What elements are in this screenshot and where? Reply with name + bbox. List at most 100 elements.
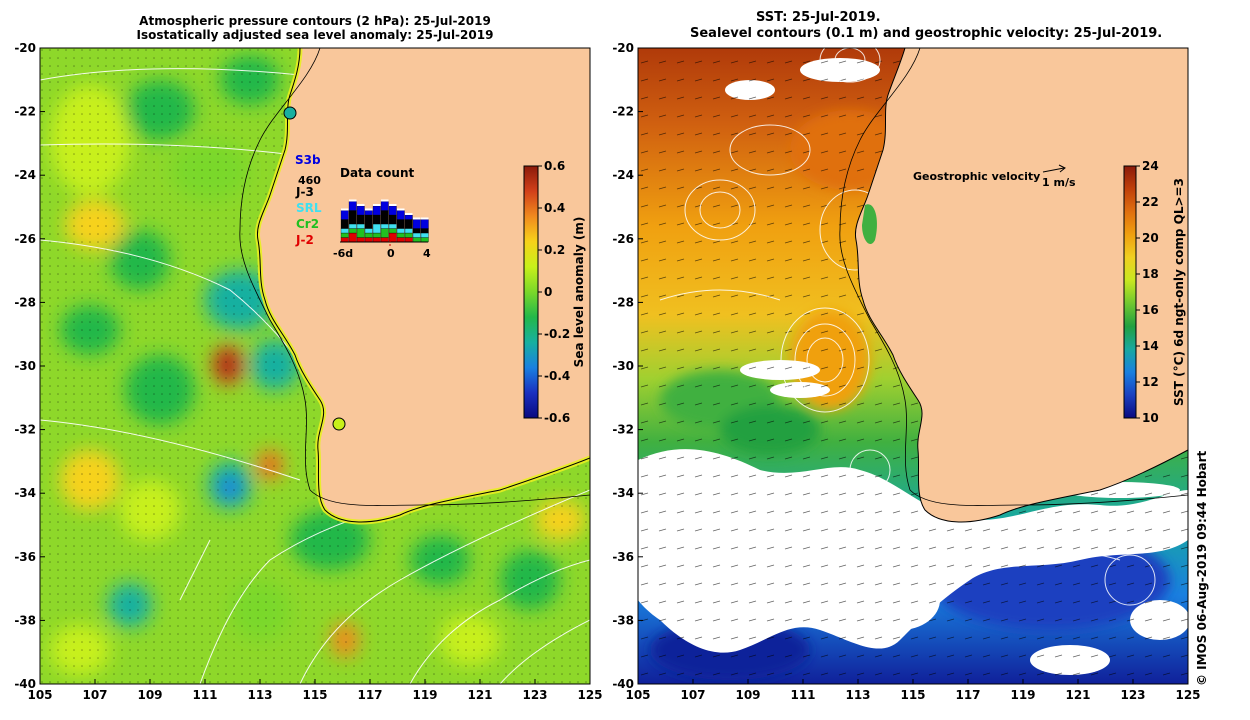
- colorbar-tick-label: 0.2: [544, 243, 565, 257]
- left-map: -20 -22 -24 -26 -28 -30 -32 -34 -36 -38 -40 105 107…: [14, 41, 603, 702]
- data-count-bar-segment: [420, 219, 429, 229]
- data-count-bar-segment: [388, 205, 397, 216]
- y-tick-label: -36: [14, 550, 36, 564]
- data-count-bar-segment: [372, 237, 381, 243]
- data-count-bar-segment: [404, 237, 413, 243]
- colorbar-tick-label: -0.4: [544, 369, 570, 383]
- data-count-bar-segment: [372, 232, 381, 238]
- x-tick-label: 123: [1120, 688, 1145, 702]
- y-tick-label: -22: [14, 105, 36, 119]
- data-count-bar-cap: [397, 208, 405, 211]
- right-title-line1: SST: 25-Jul-2019.: [756, 10, 881, 25]
- data-count-bar-segment: [396, 219, 405, 229]
- data-count-bar-segment: [396, 237, 405, 243]
- data-count-bar-segment: [364, 237, 373, 243]
- mission-label-j2: J-2: [295, 233, 314, 247]
- coastline: [854, 48, 1188, 523]
- data-count-bar-segment: [364, 232, 373, 238]
- data-count-bar-cap: [421, 217, 429, 220]
- data-count-bar-cap: [349, 199, 357, 202]
- y-tick-label: -32: [612, 423, 634, 437]
- sst-colorbar-gradient: [1123, 165, 1137, 419]
- data-count-bar-cap: [389, 204, 397, 206]
- y-tick-label: -32: [14, 423, 36, 437]
- data-count-bar-cap: [341, 208, 349, 211]
- y-tick-label: -28: [14, 295, 36, 309]
- data-count-bar-segment: [380, 223, 389, 229]
- colorbar-tick-label: 0.4: [544, 201, 565, 215]
- colorbar-tick-label: 20: [1142, 231, 1159, 245]
- data-count-bar-segment: [420, 228, 429, 234]
- y-tick-label: -40: [14, 677, 36, 691]
- mission-label-cr2: Cr2: [296, 217, 319, 231]
- mission-label-s3b: S3b: [295, 153, 321, 167]
- data-count-bar-segment: [340, 232, 349, 238]
- x-tick-label: 125: [577, 688, 602, 702]
- mission-label-j3: J-3: [295, 185, 314, 199]
- sealevel-contours: [659, 48, 1156, 606]
- x-tick-label: 123: [522, 688, 547, 702]
- x-tick-label: 113: [845, 688, 870, 702]
- coastline: [256, 48, 590, 523]
- data-count-bar-cap: [413, 217, 421, 220]
- data-count-bar-segment: [396, 232, 405, 238]
- x-tick-label: 113: [247, 688, 272, 702]
- velocity-scale-label: 1 m/s: [1042, 176, 1076, 189]
- data-count-tick: -6d: [333, 247, 353, 260]
- velocity-scale-arrow: [1042, 167, 1065, 173]
- velocity-legend-label: Geostrophic velocity: [913, 170, 1040, 183]
- data-count-bar-segment: [388, 228, 397, 234]
- data-count-bar-segment: [404, 228, 413, 234]
- left-x-axis: 105 107 109 111 113 115 117 119 121 123 125: [27, 679, 603, 702]
- data-count-bar-segment: [340, 228, 349, 234]
- data-count-total: 460: [298, 174, 321, 187]
- colorbar-tick-label: 16: [1142, 303, 1159, 317]
- sst-colorbar-ticks: 24 22 20 18 16 14 12 10: [1136, 159, 1159, 425]
- data-count-bar-segment: [348, 201, 357, 211]
- x-tick-label: 109: [137, 688, 162, 702]
- colorbar-tick-label: -0.6: [544, 411, 570, 425]
- data-count-bar-segment: [340, 237, 349, 243]
- data-count-bar-segment: [396, 210, 405, 220]
- data-count-bar-segment: [412, 237, 421, 243]
- right-y-axis: -20 -22 -24 -26 -28 -30 -32 -34 -36 -38 -40: [612, 41, 643, 691]
- data-count-bar-segment: [372, 223, 381, 234]
- data-count-bar-segment: [380, 228, 389, 238]
- isobath: [839, 48, 1188, 506]
- data-count-bar-segment: [388, 223, 397, 229]
- x-tick-label: 111: [790, 688, 815, 702]
- y-tick-label: -28: [612, 295, 634, 309]
- data-count-bar-cap: [365, 208, 373, 211]
- y-tick-label: -20: [14, 41, 36, 55]
- data-count-bar-cap: [357, 204, 365, 206]
- isobath: [239, 48, 590, 506]
- data-count-tick: 4: [423, 247, 431, 260]
- sea-level-colorbar: 0.6 0.4 0.2 0 -0.2 -0.4 -0.6 Sea level anomaly…: [523, 159, 586, 425]
- data-count-bar-segment: [412, 232, 421, 238]
- data-count-bar-segment: [348, 232, 357, 243]
- right-x-axis: 105 107 109 111 113 115 117 119 121 123 125: [625, 679, 1200, 702]
- colorbar-tick-label: -0.2: [544, 327, 570, 341]
- x-tick-label: 121: [1065, 688, 1090, 702]
- x-tick-label: 125: [1175, 688, 1200, 702]
- data-count-bar-cap: [405, 213, 413, 215]
- left-title-line1: Atmospheric pressure contours (2 hPa): 2…: [139, 14, 491, 28]
- y-tick-label: -34: [612, 486, 634, 500]
- data-count-bar-segment: [420, 237, 429, 243]
- right-map-title: SST: 25-Jul-2019. Sealevel contours (0.1…: [650, 10, 1162, 42]
- sea-level-colorbar-label: Sea level anomaly (m): [572, 217, 586, 368]
- x-tick-label: 109: [735, 688, 760, 702]
- x-tick-label: 111: [192, 688, 217, 702]
- x-tick-label: 115: [900, 688, 925, 702]
- data-count-bar-segment: [372, 214, 381, 225]
- australia-land: [855, 48, 1188, 522]
- colorbar-tick-label: 18: [1142, 267, 1159, 281]
- y-tick-label: -38: [14, 613, 36, 627]
- y-tick-label: -34: [14, 486, 36, 500]
- data-count-bar-segment: [372, 205, 381, 216]
- data-count-bar-cap: [373, 204, 381, 206]
- colorbar-tick-label: 0: [544, 285, 552, 299]
- x-tick-label: 117: [955, 688, 980, 702]
- y-tick-label: -38: [612, 613, 634, 627]
- data-count-bar-segment: [412, 228, 421, 234]
